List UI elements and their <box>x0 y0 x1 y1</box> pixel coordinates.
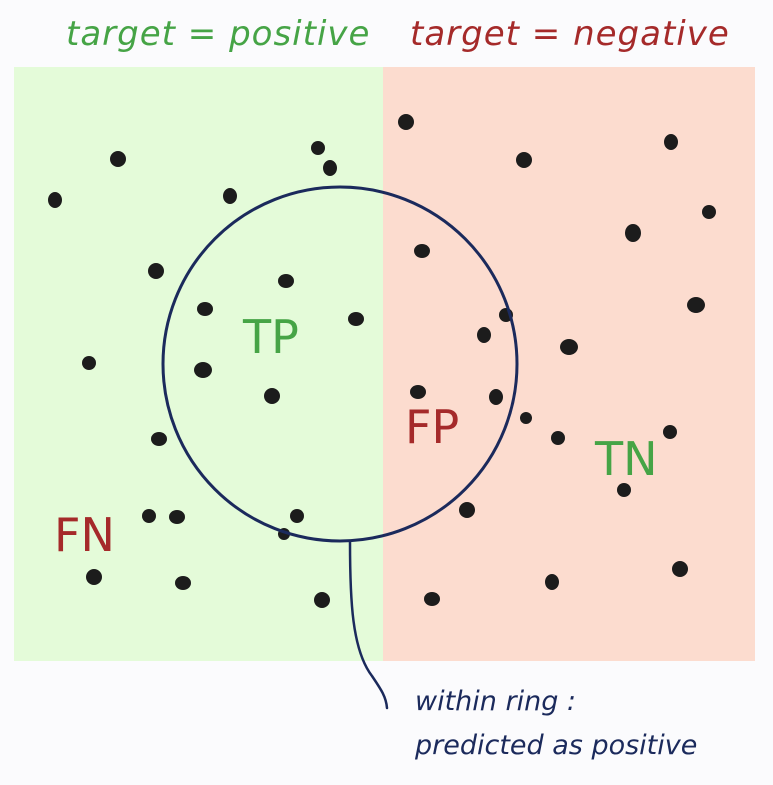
sample-dot <box>424 592 440 606</box>
sample-dot <box>625 224 641 242</box>
sample-dot <box>410 385 426 399</box>
annotation-line-2: predicted as positive <box>415 730 698 761</box>
sample-dot <box>687 297 705 313</box>
label-true-positive: TP <box>243 310 299 364</box>
sample-dot <box>278 274 294 288</box>
sample-dot <box>664 134 678 150</box>
sample-dots <box>48 114 716 608</box>
sample-dot <box>459 502 475 518</box>
sample-dot <box>148 263 164 279</box>
sample-dot <box>86 569 102 585</box>
sample-dot <box>290 509 304 523</box>
sample-dot <box>48 192 62 208</box>
sample-dot <box>560 339 578 355</box>
sample-dot <box>264 388 280 404</box>
sample-dot <box>702 205 716 219</box>
sample-dot <box>477 327 491 343</box>
sample-dot <box>663 425 677 439</box>
prediction-ring <box>161 185 519 543</box>
annotation-pointer-line <box>348 540 389 710</box>
sample-dot <box>489 389 503 405</box>
header-target-positive: target = positive <box>66 14 371 54</box>
sample-dot <box>197 302 213 316</box>
sample-dot <box>110 151 126 167</box>
label-true-negative: TN <box>595 432 658 486</box>
sample-dot <box>314 592 330 608</box>
label-false-negative: FN <box>54 508 115 562</box>
sample-dot <box>414 244 430 258</box>
sample-dot <box>323 160 337 176</box>
sample-dot <box>672 561 688 577</box>
sample-dot <box>82 356 96 370</box>
sample-dot <box>311 141 325 155</box>
annotation-line-1: within ring : <box>415 686 577 717</box>
sample-dot <box>398 114 414 130</box>
sample-dot <box>617 483 631 497</box>
sample-dot <box>223 188 237 204</box>
sample-dot <box>520 412 532 424</box>
sample-dot <box>545 574 559 590</box>
sample-dot <box>551 431 565 445</box>
sample-dot <box>194 362 212 378</box>
sample-dot <box>348 312 364 326</box>
sample-dot <box>516 152 532 168</box>
header-target-negative: target = negative <box>410 14 730 54</box>
label-false-positive: FP <box>405 400 460 454</box>
sample-dot <box>151 432 167 446</box>
sample-dot <box>169 510 185 524</box>
sample-dot <box>142 509 156 523</box>
negative-region <box>383 67 755 661</box>
sample-dot <box>175 576 191 590</box>
